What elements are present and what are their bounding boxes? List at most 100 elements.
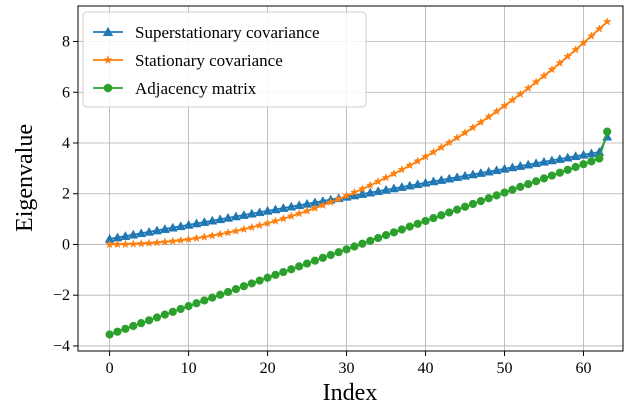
data-point — [586, 148, 597, 158]
legend-label: Adjacency matrix — [135, 79, 257, 98]
data-point — [294, 200, 305, 210]
data-point — [152, 225, 162, 235]
data-point — [539, 156, 549, 166]
y-tick-label: −4 — [53, 338, 70, 355]
data-point — [571, 45, 581, 54]
data-point — [586, 31, 596, 40]
data-point — [255, 276, 264, 285]
data-point — [144, 238, 154, 248]
data-point — [429, 214, 438, 223]
legend-entry: Superstationary covariance — [93, 23, 320, 42]
series-stationary-covariance — [105, 17, 612, 249]
data-point — [602, 17, 612, 26]
data-point — [255, 220, 265, 230]
data-point — [278, 213, 288, 223]
data-point — [136, 228, 147, 238]
data-point — [381, 173, 391, 182]
y-tick-label: 8 — [62, 34, 70, 51]
data-point — [262, 205, 273, 215]
data-point — [594, 24, 604, 33]
legend-entry: Stationary covariance — [93, 51, 283, 70]
data-point — [532, 177, 541, 186]
data-point — [413, 219, 422, 228]
data-point — [105, 239, 115, 249]
data-point — [295, 262, 304, 271]
y-axis-label: Eigenvalue — [12, 124, 38, 232]
data-point — [113, 327, 122, 336]
data-point — [381, 231, 391, 240]
data-point — [199, 217, 210, 226]
data-point — [405, 160, 415, 170]
data-point — [263, 273, 272, 282]
data-point — [326, 197, 336, 207]
data-point — [318, 253, 327, 262]
data-point — [476, 196, 485, 206]
data-point — [239, 224, 249, 234]
x-tick-label: 60 — [576, 360, 592, 377]
data-point — [129, 321, 138, 331]
legend-label: Stationary covariance — [135, 51, 283, 70]
data-point — [483, 166, 494, 176]
data-point — [373, 186, 384, 196]
data-point — [318, 200, 328, 210]
data-point — [231, 211, 241, 221]
data-point — [215, 229, 225, 239]
data-point — [421, 151, 430, 161]
data-point — [121, 324, 130, 333]
data-point — [349, 187, 359, 197]
data-point — [404, 180, 415, 190]
data-point — [366, 236, 375, 245]
data-point — [420, 177, 431, 187]
data-point — [389, 228, 399, 237]
data-point — [231, 226, 241, 235]
data-point — [159, 224, 170, 233]
data-point — [428, 176, 439, 186]
legend: Superstationary covariance Stationary cov… — [82, 11, 367, 108]
legend-box — [82, 11, 367, 108]
x-tick-label: 20 — [260, 360, 276, 377]
data-point — [231, 284, 241, 294]
data-point — [476, 117, 486, 127]
data-point — [199, 232, 209, 241]
data-point — [562, 152, 573, 162]
series-line — [109, 131, 609, 336]
data-point — [445, 208, 454, 217]
data-point — [270, 216, 280, 225]
data-point — [247, 279, 256, 288]
ticks: 0 10 20 30 40 50 60 −4 −2 0 2 4 6 8 — [53, 34, 592, 377]
data-point — [524, 179, 533, 189]
data-point — [436, 142, 446, 152]
data-point — [484, 194, 493, 203]
data-point — [302, 259, 312, 268]
data-point — [452, 133, 462, 142]
data-point — [216, 290, 225, 299]
data-point — [160, 237, 170, 246]
data-point — [428, 147, 438, 156]
data-point — [444, 137, 454, 147]
data-point — [271, 270, 280, 279]
data-point — [105, 330, 114, 339]
data-point — [475, 168, 486, 177]
data-point — [468, 122, 478, 132]
data-point — [563, 165, 572, 174]
data-point — [183, 219, 194, 229]
data-point — [207, 215, 218, 225]
legend-label: Superstationary covariance — [135, 23, 320, 42]
data-point — [554, 153, 565, 163]
data-point — [128, 229, 139, 239]
data-point — [310, 256, 320, 265]
data-point — [412, 179, 423, 189]
data-point — [436, 175, 447, 184]
data-point — [246, 208, 257, 218]
data-point — [389, 169, 399, 178]
data-point — [175, 221, 186, 231]
data-point — [444, 173, 455, 183]
data-point — [531, 158, 542, 168]
x-axis-label: Index — [323, 380, 378, 406]
data-point — [523, 83, 533, 92]
data-point — [254, 207, 265, 217]
x-tick-label: 0 — [106, 360, 114, 377]
data-point — [167, 222, 178, 232]
data-point — [152, 237, 162, 247]
